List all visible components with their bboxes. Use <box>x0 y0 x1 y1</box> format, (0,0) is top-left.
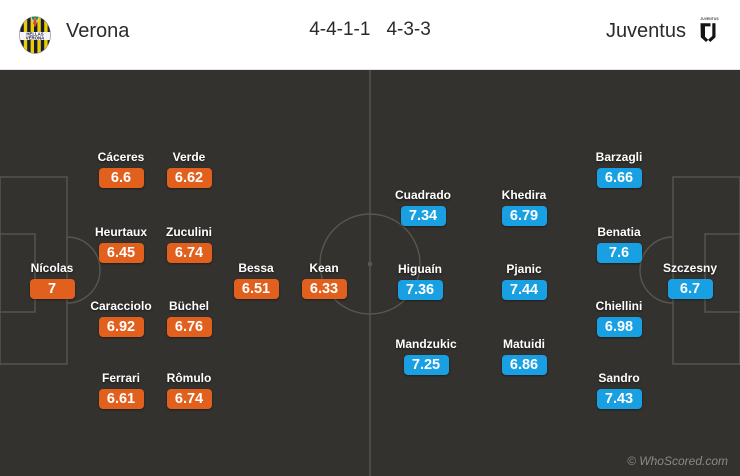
svg-text:JUVENTUS: JUVENTUS <box>700 17 719 21</box>
